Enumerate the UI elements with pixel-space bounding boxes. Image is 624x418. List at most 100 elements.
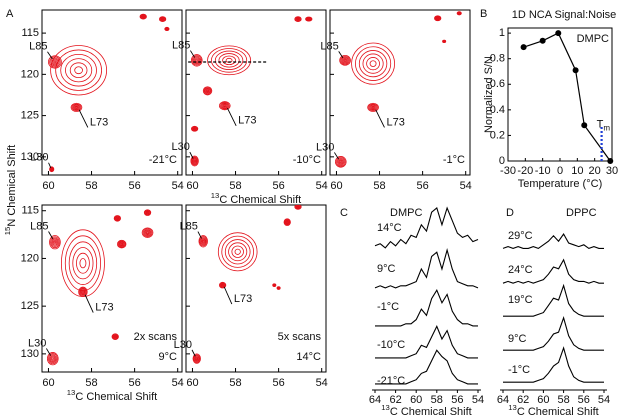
contour-ring bbox=[193, 355, 200, 363]
x-tick-label: 30 bbox=[606, 165, 618, 177]
contour-ring bbox=[296, 17, 300, 21]
peak-label: L30 bbox=[30, 152, 48, 164]
peak bbox=[217, 232, 258, 272]
contour-ring bbox=[193, 159, 196, 163]
x-tick-label: 20 bbox=[589, 165, 601, 177]
contour-ring bbox=[48, 354, 57, 364]
x-tick-label: 56 bbox=[272, 180, 284, 192]
contour-ring bbox=[220, 282, 226, 288]
axis-label-superscript: 13 bbox=[211, 191, 220, 200]
spectrum-trace bbox=[375, 349, 478, 385]
x-tick-label: 58 bbox=[431, 394, 443, 406]
contour-ring bbox=[204, 87, 211, 94]
contour-ring bbox=[52, 239, 57, 245]
label-leader bbox=[45, 348, 52, 356]
contour-ring bbox=[369, 104, 377, 111]
contour-ring bbox=[70, 102, 83, 112]
peak bbox=[218, 101, 231, 111]
contour-ring bbox=[294, 205, 302, 210]
contour-ring bbox=[211, 48, 248, 73]
peak bbox=[198, 235, 208, 248]
contour-ring bbox=[79, 288, 87, 296]
label-leader bbox=[338, 51, 344, 59]
label-leader bbox=[189, 151, 194, 159]
label-leader bbox=[190, 50, 195, 58]
contour-ring bbox=[285, 220, 289, 224]
panel-letter: B bbox=[480, 8, 487, 20]
trace-label: -21°C bbox=[377, 375, 405, 387]
peak bbox=[111, 333, 119, 340]
scans-label: 2x scans bbox=[134, 331, 178, 343]
contour-ring bbox=[143, 229, 152, 237]
spectrum-trace bbox=[503, 283, 604, 317]
trace-label: -1°C bbox=[377, 301, 399, 313]
axis-label-text: C Chemical Shift bbox=[390, 406, 472, 418]
contour-ring bbox=[195, 357, 198, 360]
axis-label-text: C Chemical Shift bbox=[219, 194, 301, 206]
contour-ring bbox=[51, 58, 59, 66]
x-tick-label: 10 bbox=[571, 165, 583, 177]
contour-ring bbox=[202, 240, 205, 243]
data-point bbox=[555, 30, 562, 37]
label-leader bbox=[78, 109, 89, 128]
contour-ring bbox=[223, 104, 226, 107]
contour-ring bbox=[295, 205, 301, 209]
y-axis-label: Normalized S/N bbox=[483, 56, 495, 133]
contour-ring bbox=[114, 215, 121, 222]
panel-letter: C bbox=[340, 207, 348, 219]
contour-ring bbox=[111, 333, 119, 340]
contour-ring bbox=[201, 239, 205, 244]
contour-ring bbox=[434, 15, 441, 21]
contour-ring bbox=[50, 356, 55, 361]
contour-ring bbox=[221, 284, 224, 286]
contour-ring bbox=[142, 228, 153, 237]
trace-label: 19°C bbox=[508, 294, 533, 306]
contour-ring bbox=[296, 205, 300, 209]
contour-ring bbox=[192, 126, 198, 131]
x-tick-label: 56 bbox=[451, 394, 463, 406]
contour-ring bbox=[160, 17, 165, 21]
contour-ring bbox=[367, 102, 379, 112]
spectrum-trace bbox=[502, 258, 604, 284]
peak bbox=[70, 102, 83, 112]
contour-ring bbox=[435, 16, 441, 21]
contour-ring bbox=[143, 209, 152, 216]
contour-ring bbox=[355, 46, 392, 81]
panel-title: DMPC bbox=[390, 207, 422, 219]
x-tick-label: 54 bbox=[316, 377, 328, 389]
contour-ring bbox=[190, 54, 203, 67]
contour-ring bbox=[51, 357, 54, 360]
y-tick-label: 0.2 bbox=[490, 129, 505, 141]
label-leader bbox=[227, 107, 237, 127]
label-leader bbox=[48, 162, 52, 169]
x-tick-label: 0 bbox=[557, 165, 563, 177]
contour-ring bbox=[218, 281, 227, 289]
data-point bbox=[539, 37, 546, 44]
contour-ring bbox=[366, 57, 380, 71]
spectrum-trace bbox=[503, 346, 604, 383]
contour-ring bbox=[49, 56, 61, 68]
x-tick-label: 64 bbox=[497, 394, 509, 406]
x-tick-label: 58 bbox=[373, 180, 385, 192]
y-tick-label: 0.4 bbox=[490, 104, 505, 116]
contour-ring bbox=[74, 105, 79, 109]
axis-label: 15N Chemical Shift bbox=[3, 145, 18, 235]
contour-ring bbox=[224, 239, 251, 265]
x-tick-label: 58 bbox=[85, 180, 97, 192]
x-tick-label: 56 bbox=[128, 180, 140, 192]
contour-ring bbox=[339, 54, 351, 66]
contour-ring bbox=[195, 59, 198, 62]
peak-label: L85 bbox=[29, 41, 47, 53]
contour-ring bbox=[49, 235, 61, 250]
contour-ring bbox=[142, 15, 145, 18]
contour-layer bbox=[334, 11, 462, 168]
peak-label: L30 bbox=[316, 141, 334, 153]
contour-ring bbox=[190, 125, 199, 132]
y-tick-label: 0.6 bbox=[490, 78, 505, 90]
contour-ring bbox=[214, 50, 244, 70]
contour-ring bbox=[206, 89, 209, 92]
contour-ring bbox=[72, 247, 94, 280]
x-tick-label: 54 bbox=[172, 377, 184, 389]
x-tick-label: 62 bbox=[517, 394, 529, 406]
contour-ring bbox=[191, 126, 198, 132]
